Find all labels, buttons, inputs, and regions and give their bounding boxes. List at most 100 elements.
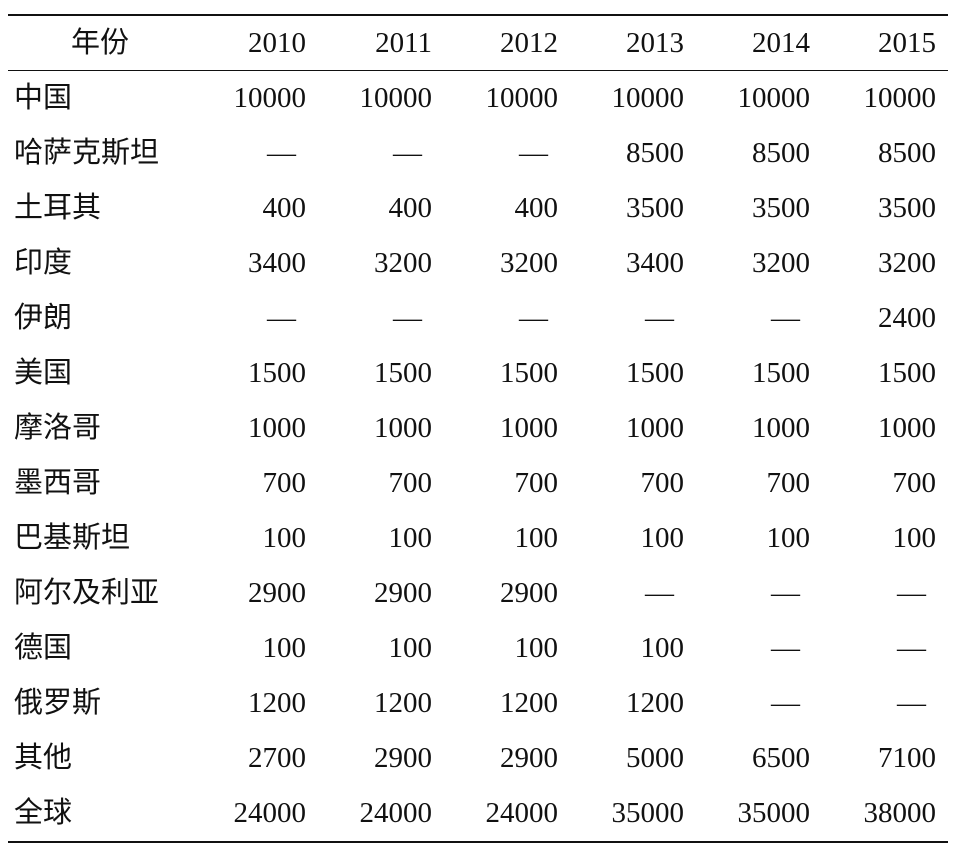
table-cell: 2900 <box>374 577 432 609</box>
table-cell: 2900 <box>500 742 558 774</box>
table-cell: — <box>771 687 800 719</box>
header-label: 年份 <box>70 27 129 59</box>
table-cell: 35000 <box>611 797 685 829</box>
table-cell: 3500 <box>878 192 936 224</box>
row-label: 巴基斯坦 <box>14 522 131 554</box>
table-cell: 8500 <box>878 137 936 169</box>
table-cell: 100 <box>766 522 811 554</box>
table-cell: 10000 <box>485 82 559 114</box>
table-cell: 2700 <box>248 742 306 774</box>
table-cell: 1000 <box>374 412 432 444</box>
table-row: 中国 10000 10000 10000 10000 10000 10000 <box>8 71 948 127</box>
table-cell: 3500 <box>752 192 810 224</box>
table-cell: 2400 <box>878 302 936 334</box>
table-cell: — <box>771 632 800 664</box>
table-cell: 700 <box>640 467 685 499</box>
row-label: 墨西哥 <box>14 467 102 499</box>
table-cell: 2900 <box>500 577 558 609</box>
row-label: 美国 <box>14 357 73 389</box>
table-row: 摩洛哥 1000 1000 1000 1000 1000 1000 <box>8 401 948 456</box>
header-year: 2014 <box>752 27 810 59</box>
table-cell: 100 <box>892 522 937 554</box>
table-cell: 700 <box>892 467 937 499</box>
table-cell: 8500 <box>752 137 810 169</box>
table-cell: — <box>897 632 926 664</box>
data-table: 年份 2010 2011 2012 2013 2014 2015 中国 10000… <box>8 14 948 843</box>
table-cell: 3200 <box>374 247 432 279</box>
table-cell: — <box>267 302 296 334</box>
table-cell: 10000 <box>737 82 811 114</box>
table-cell: 2900 <box>374 742 432 774</box>
table-cell: 3200 <box>500 247 558 279</box>
table-cell: 1000 <box>248 412 306 444</box>
data-table-container: 年份 2010 2011 2012 2013 2014 2015 中国 10000… <box>8 14 948 843</box>
table-cell: 700 <box>388 467 433 499</box>
table-cell: 1200 <box>248 687 306 719</box>
table-cell: — <box>393 137 422 169</box>
table-row: 哈萨克斯坦 — — — 8500 8500 8500 <box>8 126 948 181</box>
table-cell: 38000 <box>863 797 937 829</box>
table-cell: 100 <box>262 632 307 664</box>
row-label: 哈萨克斯坦 <box>14 137 160 169</box>
table-cell: 3400 <box>248 247 306 279</box>
table-cell: 24000 <box>233 797 307 829</box>
row-label: 俄罗斯 <box>14 687 102 719</box>
table-cell: 7100 <box>878 742 936 774</box>
table-cell: — <box>645 302 674 334</box>
row-label: 印度 <box>14 247 73 279</box>
table-row: 伊朗 — — — — — 2400 <box>8 291 948 346</box>
table-cell: 400 <box>514 192 559 224</box>
table-row: 美国 1500 1500 1500 1500 1500 1500 <box>8 346 948 401</box>
table-cell: 400 <box>388 192 433 224</box>
header-row: 年份 2010 2011 2012 2013 2014 2015 <box>8 15 948 71</box>
table-cell: 10000 <box>611 82 685 114</box>
table-cell: 100 <box>640 632 685 664</box>
table-cell: — <box>519 302 548 334</box>
table-cell: — <box>897 577 926 609</box>
table-cell: — <box>267 137 296 169</box>
table-cell: 1500 <box>248 357 306 389</box>
table-cell: 100 <box>514 632 559 664</box>
row-label: 德国 <box>14 632 73 664</box>
table-row: 巴基斯坦 100 100 100 100 100 100 <box>8 511 948 566</box>
table-cell: 1500 <box>752 357 810 389</box>
table-row: 德国 100 100 100 100 — — <box>8 621 948 676</box>
table-body: 中国 10000 10000 10000 10000 10000 10000 哈萨克斯坦 — — —… <box>8 71 948 842</box>
table-cell: 3200 <box>878 247 936 279</box>
row-label: 摩洛哥 <box>14 412 102 444</box>
table-row: 俄罗斯 1200 1200 1200 1200 — — <box>8 676 948 731</box>
table-cell: 1500 <box>878 357 936 389</box>
header-year: 2012 <box>500 27 558 59</box>
table-cell: 100 <box>640 522 685 554</box>
table-cell: 24000 <box>359 797 433 829</box>
table-cell: 1200 <box>500 687 558 719</box>
table-cell: 100 <box>388 522 433 554</box>
table-cell: 8500 <box>626 137 684 169</box>
table-cell: 400 <box>262 192 307 224</box>
table-row: 其他 2700 2900 2900 5000 6500 7100 <box>8 731 948 786</box>
table-cell: 3200 <box>752 247 810 279</box>
table-cell: — <box>771 577 800 609</box>
table-cell: 100 <box>262 522 307 554</box>
table-cell: 6500 <box>752 742 810 774</box>
table-cell: 1200 <box>374 687 432 719</box>
table-cell: 10000 <box>233 82 307 114</box>
table-cell: — <box>897 687 926 719</box>
row-label: 伊朗 <box>14 302 73 334</box>
table-cell: 1000 <box>878 412 936 444</box>
table-cell: 1500 <box>500 357 558 389</box>
table-cell: 10000 <box>863 82 937 114</box>
table-cell: 700 <box>514 467 559 499</box>
table-cell: 700 <box>766 467 811 499</box>
table-cell: — <box>771 302 800 334</box>
header-year: 2013 <box>626 27 684 59</box>
table-cell: 3400 <box>626 247 684 279</box>
table-header: 年份 2010 2011 2012 2013 2014 2015 <box>8 15 948 71</box>
row-label: 中国 <box>14 82 73 114</box>
table-cell: 5000 <box>626 742 684 774</box>
row-label: 阿尔及利亚 <box>14 577 160 609</box>
row-label: 全球 <box>14 797 73 829</box>
table-cell: 3500 <box>626 192 684 224</box>
table-cell: 100 <box>388 632 433 664</box>
table-cell: 2900 <box>248 577 306 609</box>
